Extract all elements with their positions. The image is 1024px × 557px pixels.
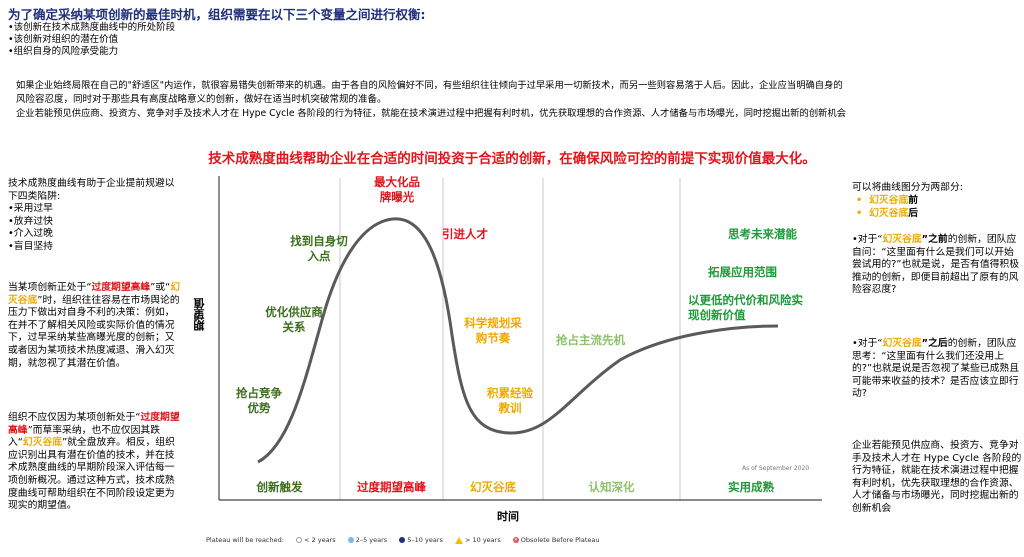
hype-curve bbox=[257, 217, 779, 464]
left-trough-paragraph: 组织不应仅因为某项创新处于“过度期望高峰”而草率采纳，也不应仅因其跌入“幻灭谷底… bbox=[8, 412, 180, 512]
label-peak-exposure: 最大化品牌曝光 bbox=[374, 175, 420, 204]
label-compete: 抢占竞争优势 bbox=[236, 386, 282, 415]
pitfall-item: •放弃过快 bbox=[8, 215, 53, 227]
legend-item: 5–10 years bbox=[399, 536, 443, 544]
intro-paragraph-3: 企业若能预见供应商、投资方、竞争对手及技术人才在 Hype Cycle 各阶段的… bbox=[16, 108, 847, 119]
phase-trough: 幻灭谷底 bbox=[470, 480, 516, 494]
label-low-cost: 以更低的代价和风险实现创新价值 bbox=[688, 293, 803, 322]
y-axis-label: 期望值 bbox=[193, 298, 206, 331]
label-first-mover: 抢占主流先机 bbox=[556, 333, 625, 347]
phase-innovation-trigger: 创新触发 bbox=[256, 480, 303, 494]
pitfall-item: •盲目坚持 bbox=[8, 240, 53, 252]
phase-peak: 过度期望高峰 bbox=[357, 480, 426, 494]
right-intro: 可以将曲线图分为两部分: bbox=[852, 182, 964, 193]
pitfall-item: •采用过早 bbox=[8, 203, 53, 215]
header-bullet: •该创新在技术成熟度曲线中的所处阶段 bbox=[8, 22, 176, 33]
legend-item: 2–5 years bbox=[347, 536, 387, 544]
pitfalls-intro: 技术成熟度曲线有助于企业提前规避以下四类陷阱: bbox=[8, 178, 175, 202]
circle-empty-icon bbox=[296, 537, 303, 543]
label-future: 思考未来潜能 bbox=[728, 227, 797, 241]
phase-slope: 认知深化 bbox=[588, 480, 635, 494]
intro-paragraph-1: 如果企业始终局限在自己的"舒适区"内运作，就很容易错失创新带来的机遇。由于各自的… bbox=[16, 80, 843, 91]
plateau-legend: Plateau will be reached: < 2 years 2–5 y… bbox=[206, 536, 610, 544]
page-title: 为了确定采纳某项创新的最佳时机，组织需要在以下三个变量之间进行权衡: bbox=[8, 7, 426, 22]
legend-title: Plateau will be reached: bbox=[206, 536, 284, 544]
pitfall-item: •介入过晚 bbox=[8, 228, 53, 240]
right-item-before: • 幻灭谷底前 bbox=[856, 195, 919, 206]
left-pitfalls: 技术成熟度曲线有助于企业提前规避以下四类陷阱: •采用过早 •放弃过快 •介入过… bbox=[8, 178, 183, 254]
intro-paragraph-2: 风险容忍度，同时对于那些具有高度战略意义的创新，做好在适当时机突破常规的准备。 bbox=[16, 94, 387, 105]
header-bullet: •组织自身的风险承受能力 bbox=[8, 46, 119, 57]
phase-plateau: 实用成熟 bbox=[728, 480, 774, 494]
label-procure: 科学规划采购节奏 bbox=[464, 316, 522, 345]
legend-item: > 10 years bbox=[454, 536, 501, 544]
right-item-after: • 幻灭谷底后 bbox=[856, 208, 919, 219]
header-bullet: •该创新对组织的潜在价值 bbox=[8, 34, 119, 45]
x-axis-label: 时间 bbox=[497, 510, 519, 523]
legend-item: × Obsolete Before Plateau bbox=[512, 536, 600, 544]
banner-text: 技术成熟度曲线帮助企业在合适的时间投资于合适的创新，在确保风险可控的前提下实现价… bbox=[208, 151, 816, 167]
left-peak-paragraph: 当某项创新正处于“过度期望高峰”或“幻灭谷底”时，组织往往容易在市场舆论的压力下… bbox=[8, 282, 180, 369]
label-expand: 拓展应用范围 bbox=[708, 265, 777, 279]
label-find-entry: 找到自身切入点 bbox=[290, 234, 348, 263]
legend-item: < 2 years bbox=[296, 536, 336, 544]
triangle-yellow-icon bbox=[454, 536, 463, 544]
label-lessons: 积累经验教训 bbox=[487, 386, 533, 415]
label-supplier: 优化供应商关系 bbox=[265, 305, 323, 334]
right-bottom-paragraph: 企业若能预见供应商、投资方、竞争对手及技术人才在 Hype Cycle 各阶段的… bbox=[852, 440, 1022, 514]
circle-light-blue-icon bbox=[347, 537, 354, 543]
as-of-note: As of September 2020 bbox=[742, 465, 810, 472]
label-talent: 引进人才 bbox=[442, 227, 488, 241]
cross-red-icon: × bbox=[512, 537, 519, 543]
right-before-paragraph: •对于“幻灭谷底”之前的创新，团队应自问：“这里面有什么是我们可以开始尝试用的?… bbox=[852, 234, 1020, 296]
circle-dark-blue-icon bbox=[399, 537, 406, 543]
right-after-paragraph: •对于“幻灭谷底”之后的创新，团队应思考：“这里面有什么我们还没用上的?”也就是… bbox=[852, 338, 1020, 400]
